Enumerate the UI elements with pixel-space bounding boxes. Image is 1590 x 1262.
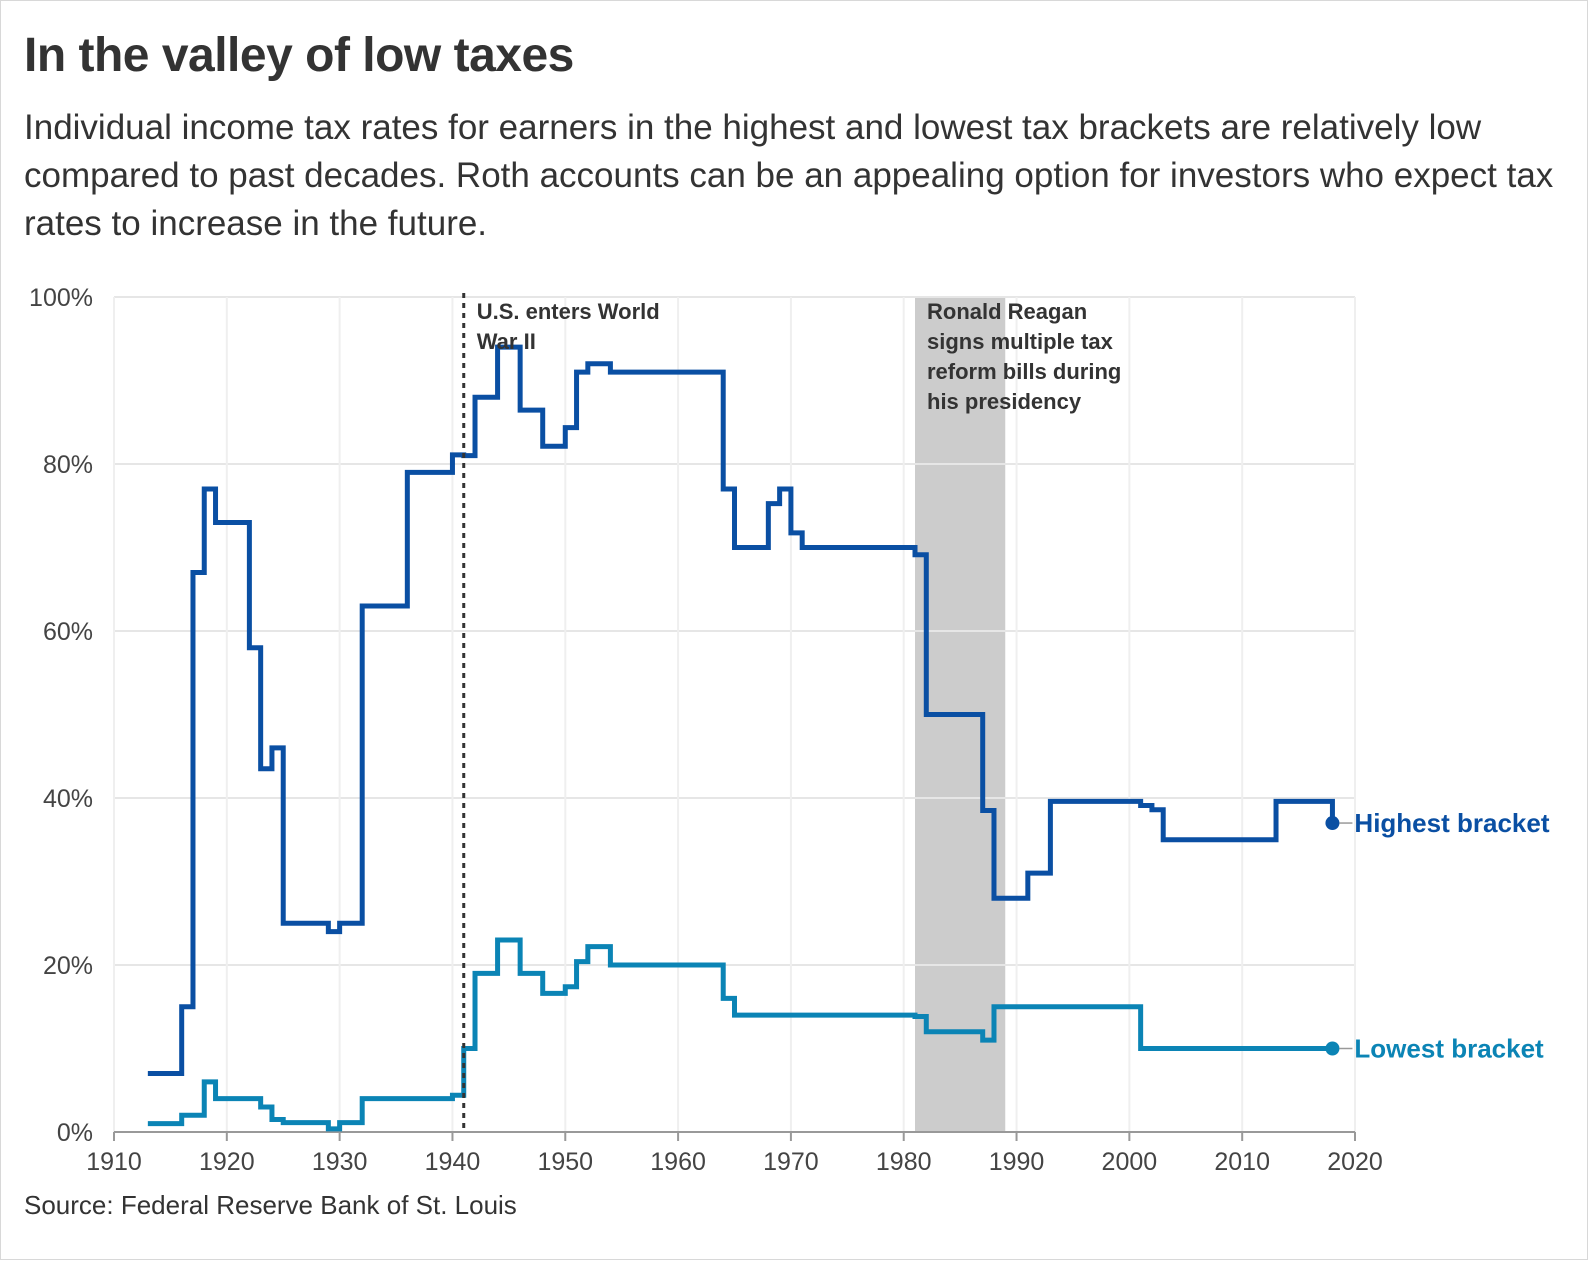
x-tick-label: 1940 — [425, 1148, 481, 1176]
y-tick-label: 20% — [43, 952, 93, 980]
x-tick-label: 1930 — [312, 1148, 368, 1176]
highest-bracket-label: Highest bracket — [1354, 808, 1549, 838]
x-tick-label: 1990 — [989, 1148, 1045, 1176]
y-tick-label: 0% — [57, 1119, 93, 1147]
x-tick-label: 1980 — [876, 1148, 932, 1176]
highest-bracket-end-dot — [1325, 816, 1340, 831]
y-tick-label: 80% — [43, 451, 93, 479]
highest-bracket-line — [147, 344, 1335, 1077]
ww2-annotation-line: U.S. enters World — [477, 299, 660, 324]
chart-title: In the valley of low taxes — [24, 29, 574, 82]
ww2-annotation-line: War II — [477, 329, 536, 354]
x-tick-label: 2000 — [1102, 1148, 1158, 1176]
x-tick-label: 1970 — [763, 1148, 819, 1176]
lowest-bracket-line — [147, 937, 1333, 1132]
x-tick-label: 2010 — [1214, 1148, 1270, 1176]
x-tick-label: 2020 — [1327, 1148, 1383, 1176]
lowest-bracket-label: Lowest bracket — [1354, 1034, 1544, 1064]
chart-subtitle: Individual income tax rates for earners … — [24, 108, 1554, 243]
x-tick-label: 1950 — [537, 1148, 593, 1176]
y-tick-label: 100% — [29, 284, 93, 312]
reagan-annotation-line: his presidency — [927, 389, 1082, 414]
x-tick-label: 1910 — [86, 1148, 142, 1176]
reagan-annotation-line: signs multiple tax — [927, 329, 1114, 354]
y-tick-label: 40% — [43, 785, 93, 813]
chart-source: Source: Federal Reserve Bank of St. Loui… — [24, 1190, 517, 1220]
lowest-bracket-end-dot — [1325, 1041, 1340, 1056]
reagan-annotation-line: Ronald Reagan — [927, 299, 1087, 324]
y-tick-label: 60% — [43, 618, 93, 646]
x-tick-label: 1960 — [650, 1148, 706, 1176]
reagan-annotation-line: reform bills during — [927, 359, 1121, 384]
x-tick-label: 1920 — [199, 1148, 255, 1176]
